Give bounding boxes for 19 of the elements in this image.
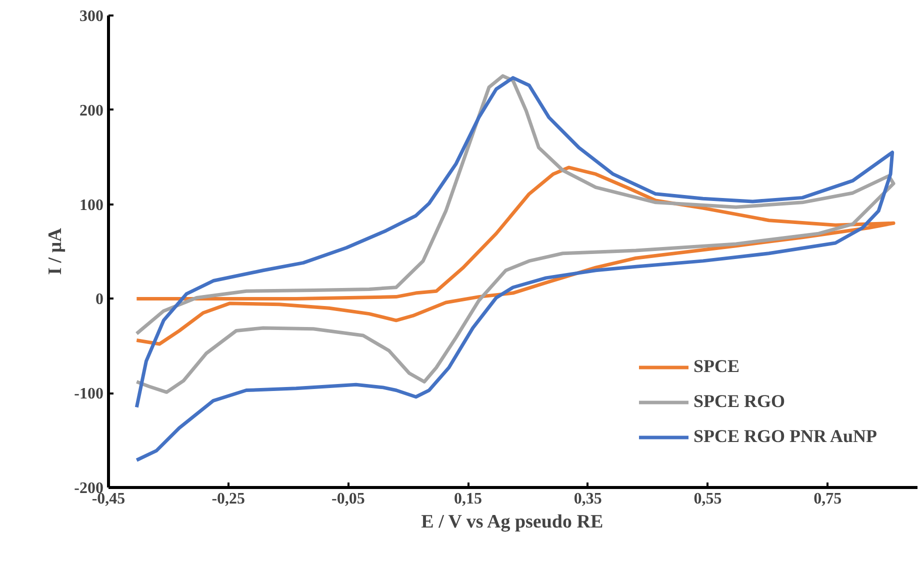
y-tick-label: -100 xyxy=(74,386,104,403)
line-series xyxy=(134,166,896,346)
y-tick-label: 100 xyxy=(80,196,104,214)
x-tick-label: 0,35 xyxy=(574,490,602,508)
legend-label: SPCE RGO PNR AuNP xyxy=(693,426,877,447)
y-axis-title: I / µA xyxy=(45,228,66,275)
y-tick-label: 300 xyxy=(80,8,104,25)
x-tick-label: 0,15 xyxy=(454,490,482,508)
y-tick-label: 0 xyxy=(96,291,104,308)
x-tick-label: 0,55 xyxy=(694,490,722,508)
y-tick-label: 200 xyxy=(80,102,104,120)
x-tick-label: -0,05 xyxy=(332,490,365,508)
x-tick-label: 0,75 xyxy=(814,490,842,508)
x-tick-label: -0,25 xyxy=(212,490,246,508)
x-axis-title: E / V vs Ag pseudo RE xyxy=(421,512,604,532)
legend-label: SPCE RGO xyxy=(693,391,785,412)
legend-label: SPCE xyxy=(693,356,740,377)
line-series xyxy=(134,74,896,394)
line-series xyxy=(134,76,894,462)
